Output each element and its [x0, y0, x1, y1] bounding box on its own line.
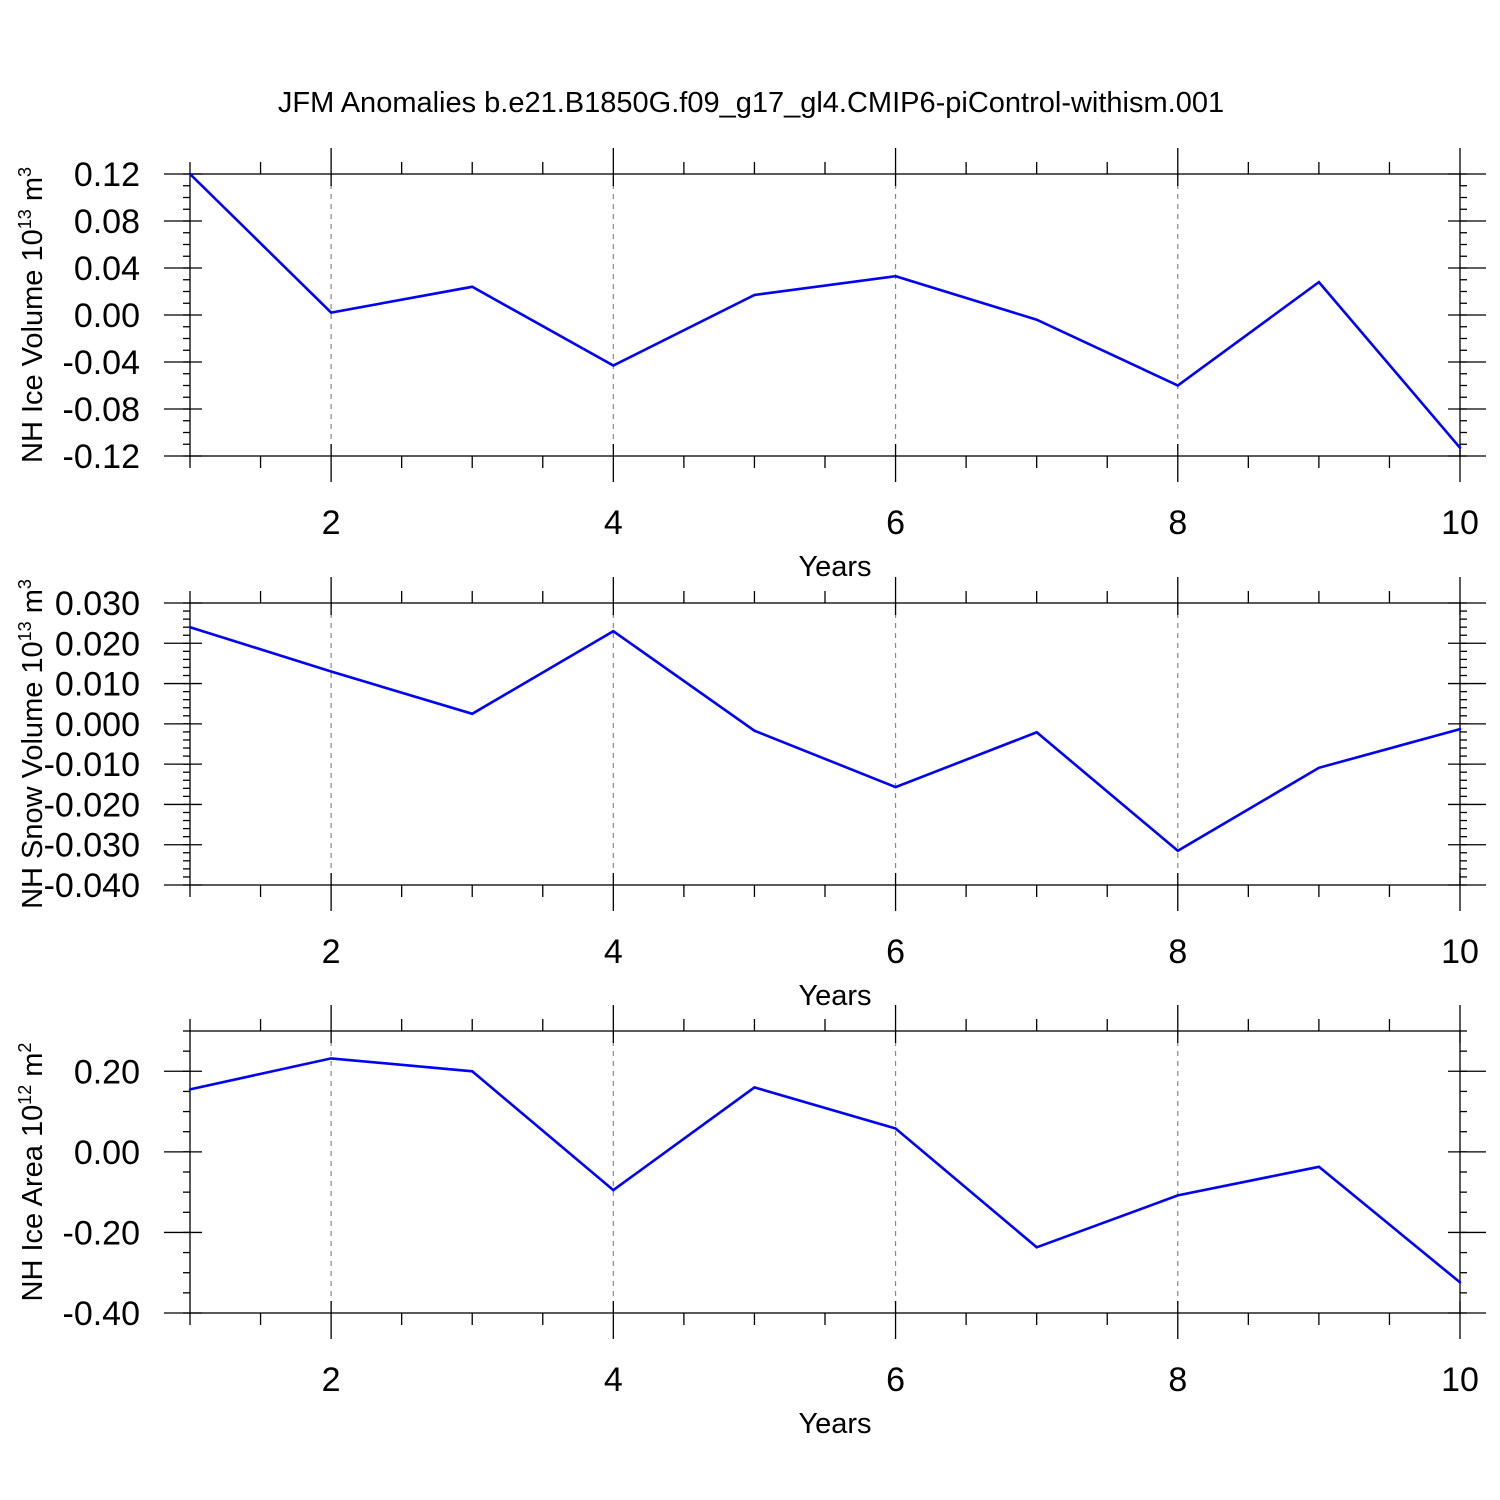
y-tick-label: 0.12: [74, 156, 140, 194]
x-tick-label: 6: [886, 933, 905, 971]
panel-snow-volume: 2 4 6 8 100.0300.0200.0100.000-0.010-0.020-0…: [15, 577, 1486, 1012]
y-tick-label: 0.010: [55, 666, 140, 704]
plot-frame: [189, 602, 1461, 886]
y-tick-label: 0.00: [74, 297, 140, 335]
x-tick-label: 8: [1168, 1361, 1187, 1399]
data-point: [894, 785, 897, 789]
data-point: [1176, 849, 1179, 852]
x-tick-label: 2: [322, 1361, 341, 1399]
y-tick-label: -0.040: [44, 867, 140, 905]
data-point: [188, 172, 192, 176]
x-tick-label: 10: [1441, 1361, 1479, 1399]
chart-title: JFM Anomalies b.e21.B1850G.f09_g17_gl4.C…: [278, 87, 1224, 119]
data-point: [612, 1188, 615, 1192]
plot-frame: [189, 173, 1461, 457]
x-axis-title: Years: [798, 1408, 871, 1440]
data-point: [1035, 731, 1038, 734]
data-point: [188, 1088, 192, 1091]
y-tick-label: -0.20: [63, 1214, 141, 1252]
y-tick-label: 0.00: [74, 1134, 140, 1172]
x-tick-label: 2: [322, 933, 341, 971]
y-tick-label: -0.010: [44, 746, 140, 784]
x-axis-title: Years: [798, 551, 871, 583]
y-tick-label: -0.020: [44, 786, 140, 824]
panel-ice-area: 2 4 6 8 10 0.20 0.00 -0.20 -0.40 Years NH Ice Area…: [15, 1005, 1486, 1440]
data-point: [1317, 1165, 1321, 1168]
y-axis-title: NH Ice Volume 1013 m3: [15, 167, 49, 463]
x-tick-label: 6: [886, 1361, 905, 1399]
data-point: [329, 1057, 333, 1060]
data-point: [1317, 766, 1321, 769]
y-tick-label: -0.030: [44, 827, 140, 865]
series-line: [189, 173, 1461, 449]
data-point: [612, 364, 615, 367]
data-point: [188, 625, 192, 629]
data-point: [612, 630, 615, 633]
data-point: [1035, 318, 1038, 321]
x-tick-label: 4: [604, 504, 623, 542]
data-point: [753, 1086, 756, 1089]
x-axis-title: Years: [798, 980, 871, 1012]
y-tick-label: 0.20: [74, 1053, 140, 1091]
data-point: [1317, 280, 1321, 284]
data-point: [1035, 1246, 1038, 1249]
y-tick-label: -0.04: [63, 344, 141, 382]
y-tick-label: 0.000: [55, 706, 140, 744]
data-point: [1458, 446, 1462, 449]
data-point: [471, 285, 474, 288]
y-axis-title: NH Ice Area 1012 m2: [15, 1043, 49, 1302]
panel-ice-volume: 2 4 6 8 10 0.12 0.08 0.04 0.00 -0.04 -0.08 -0.12 Yea…: [15, 148, 1486, 583]
data-point: [329, 670, 333, 673]
series-line: [189, 1057, 1461, 1284]
data-point: [1176, 384, 1179, 387]
y-tick-label: 0.04: [74, 250, 140, 288]
y-tick-label: -0.12: [63, 438, 141, 476]
y-tick-label: 0.030: [55, 585, 140, 623]
series-line: [189, 625, 1461, 853]
x-tick-label: 4: [604, 1361, 623, 1399]
y-axis-title: NH Snow Volume 1013 m3: [15, 579, 49, 909]
x-tick-label: 10: [1441, 933, 1479, 971]
data-point: [1458, 727, 1462, 731]
data-point: [329, 311, 333, 314]
data-point: [1176, 1194, 1179, 1197]
panels: 2 4 6 8 10 0.12 0.08 0.04 0.00 -0.04 -0.08 -0.12 Yea…: [15, 148, 1486, 1440]
data-point: [471, 1070, 474, 1073]
y-tick-label: 0.020: [55, 625, 140, 663]
y-tick-label: -0.08: [63, 391, 141, 429]
data-point: [1458, 1281, 1462, 1284]
plot-frame: [189, 1030, 1461, 1314]
x-tick-label: 10: [1441, 504, 1479, 542]
x-tick-label: 4: [604, 933, 623, 971]
y-tick-label: 0.08: [74, 203, 140, 241]
data-point: [894, 275, 897, 278]
x-tick-label: 2: [322, 504, 341, 542]
data-point: [471, 712, 474, 715]
x-tick-label: 6: [886, 504, 905, 542]
y-tick-label: -0.40: [63, 1295, 141, 1333]
x-tick-label: 8: [1168, 933, 1187, 971]
data-point: [894, 1127, 897, 1130]
data-point: [753, 293, 756, 297]
x-tick-label: 8: [1168, 504, 1187, 542]
data-point: [753, 729, 756, 732]
